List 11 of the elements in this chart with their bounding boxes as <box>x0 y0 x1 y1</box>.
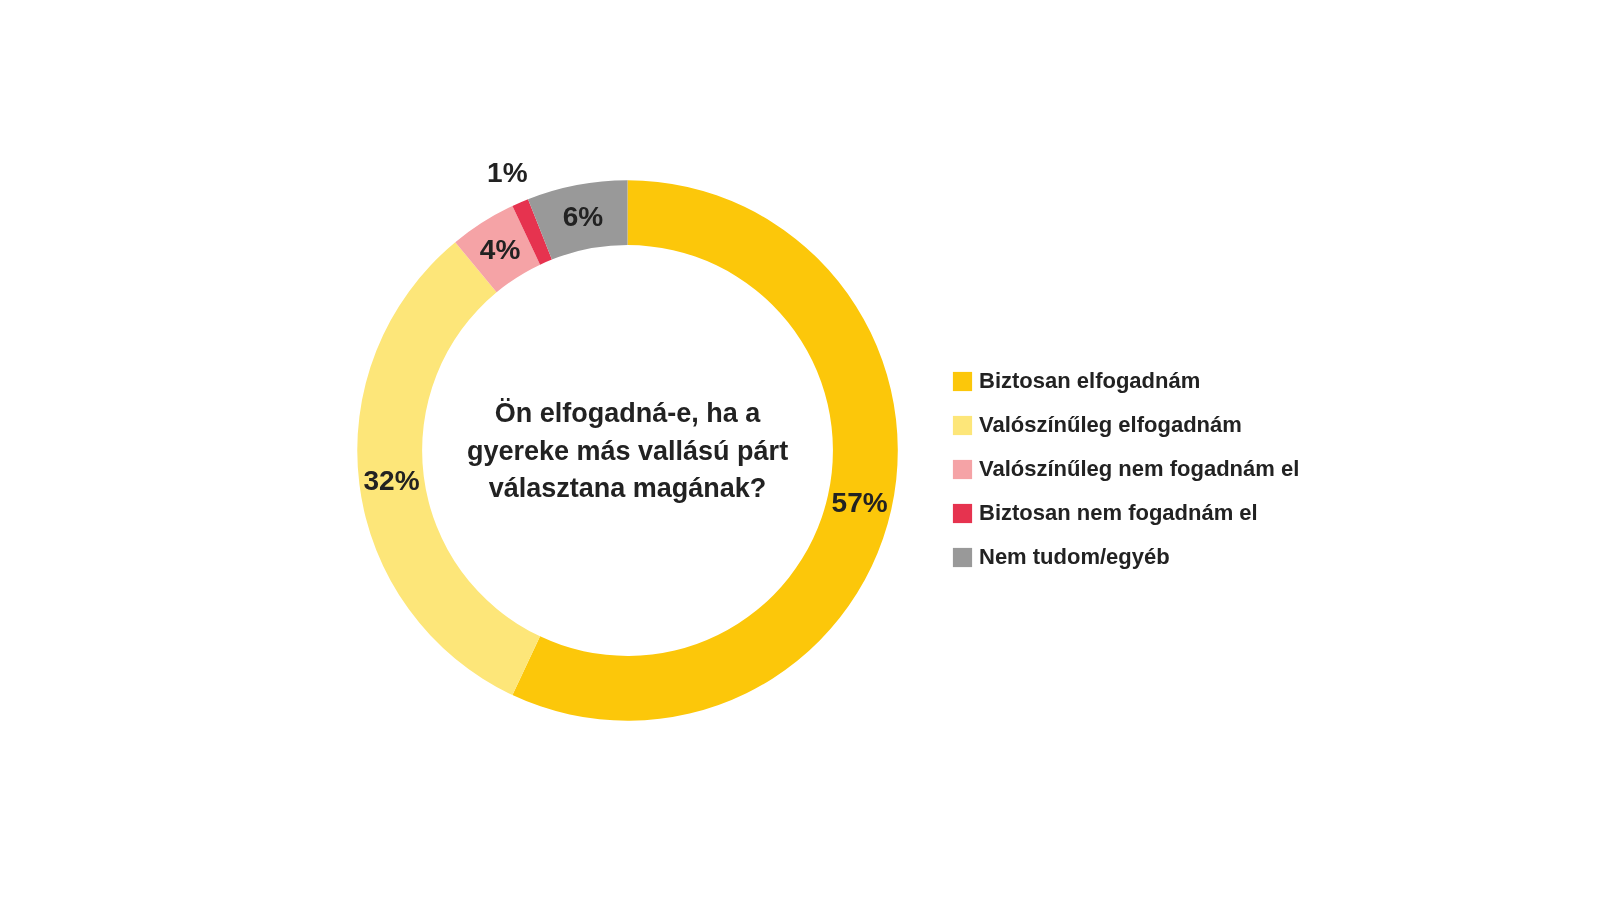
data-label: 1% <box>487 157 528 189</box>
data-label: 4% <box>479 234 521 266</box>
data-label: 32% <box>363 464 420 496</box>
legend-label: Biztosan elfogadnám <box>979 368 1201 394</box>
legend-label: Nem tudom/egyéb <box>979 544 1170 570</box>
legend-label: Valószínűleg nem fogadnám el <box>979 456 1300 482</box>
legend-label: Biztosan nem fogadnám el <box>979 500 1258 526</box>
data-label: 57% <box>831 486 888 518</box>
text: Ön elfogadná-e, ha a gyereke más vallású párt választana magának? <box>466 398 789 503</box>
legend-label: Valószínűleg elfogadnám <box>979 412 1242 438</box>
data-label: 6% <box>562 201 604 233</box>
